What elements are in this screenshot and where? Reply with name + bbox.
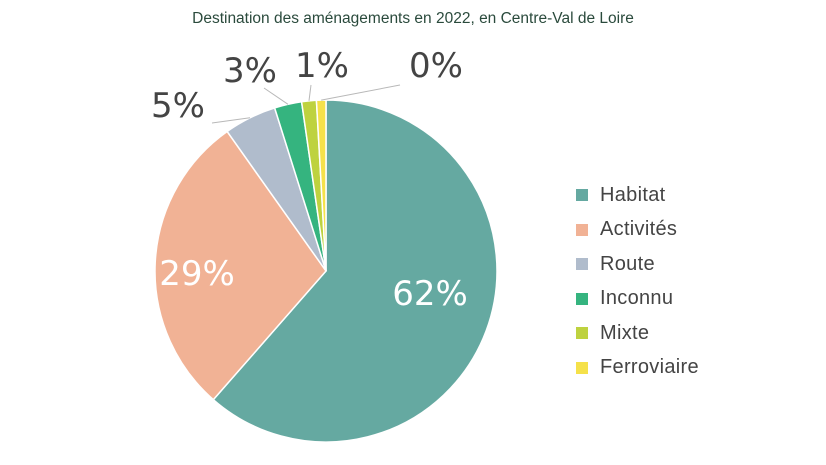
legend-label: Ferroviaire bbox=[600, 356, 699, 379]
leader-line-ferroviaire bbox=[321, 84, 401, 101]
data-label-ferroviaire: 0% bbox=[409, 46, 463, 86]
legend-swatch bbox=[576, 292, 588, 305]
pie-slice-habitat bbox=[212, 99, 498, 443]
data-label-route: 5% bbox=[151, 86, 205, 126]
legend-item-activités: Activités bbox=[576, 213, 699, 248]
pie-slice-activités bbox=[154, 130, 327, 401]
legend-swatch bbox=[576, 327, 588, 340]
legend-label: Inconnu bbox=[600, 287, 674, 310]
legend-item-habitat: Habitat bbox=[576, 178, 699, 213]
legend-item-mixte: Mixte bbox=[576, 316, 699, 351]
legend-label: Habitat bbox=[600, 183, 666, 206]
legend-label: Activités bbox=[600, 218, 678, 241]
legend-swatch bbox=[576, 361, 588, 374]
legend-swatch bbox=[576, 258, 588, 271]
legend-swatch bbox=[576, 223, 588, 236]
chart-title: Destination des aménagements en 2022, en… bbox=[192, 10, 634, 27]
leader-line-inconnu bbox=[263, 87, 289, 105]
data-label-inconnu: 3% bbox=[223, 51, 277, 91]
data-label-habitat: 62% bbox=[392, 274, 468, 314]
legend-item-inconnu: Inconnu bbox=[576, 282, 699, 317]
leader-line-mixte bbox=[308, 84, 312, 101]
legend-swatch bbox=[576, 189, 588, 202]
data-label-mixte: 1% bbox=[295, 46, 349, 86]
legend-label: Route bbox=[600, 252, 655, 275]
legend-item-route: Route bbox=[576, 247, 699, 282]
leader-line-route bbox=[211, 117, 251, 124]
data-label-activités: 29% bbox=[159, 254, 235, 294]
legend-item-ferroviaire: Ferroviaire bbox=[576, 351, 699, 386]
legend: Habitat Activités Route Inconnu Mixte Ferrovi… bbox=[576, 178, 699, 385]
legend-label: Mixte bbox=[600, 321, 650, 344]
